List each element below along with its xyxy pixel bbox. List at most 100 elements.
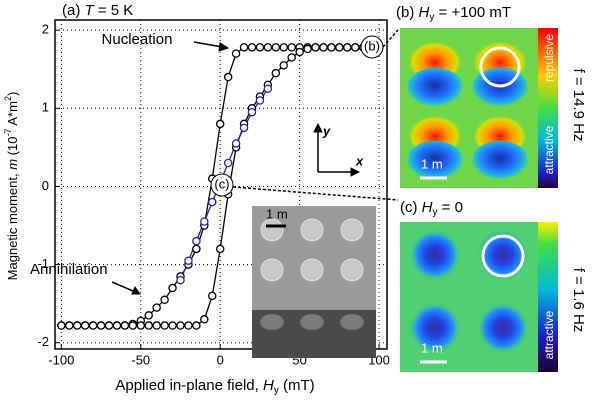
data-point	[271, 43, 281, 52]
data-point	[287, 43, 296, 52]
panel-c-title: (c) Hy = 0	[400, 199, 463, 218]
sub: y	[429, 12, 434, 23]
panel-b-title: (b) Hy = +100 mT	[396, 4, 511, 23]
data-point	[152, 321, 161, 330]
data-point	[88, 321, 98, 330]
y-tick-label: 2	[42, 22, 49, 37]
data-point	[247, 43, 257, 52]
data-point	[295, 47, 304, 57]
var: H	[419, 4, 430, 21]
data-point	[263, 84, 273, 94]
data-point	[231, 139, 241, 148]
y-axis-label: Magnetic moment, m (10-7 A*m2)	[3, 92, 20, 281]
data-point	[104, 321, 114, 330]
unit: (10	[5, 137, 20, 159]
unit: (mT)	[279, 377, 315, 394]
data-point	[255, 96, 265, 105]
data-point	[72, 321, 82, 330]
sub: y	[274, 385, 279, 396]
var: H	[263, 377, 274, 394]
data-point	[223, 72, 233, 82]
annotation: (c)	[214, 176, 229, 191]
data-point	[343, 43, 352, 52]
data-point	[144, 311, 153, 320]
data-point	[287, 53, 296, 62]
data-point	[208, 197, 217, 207]
data-point	[160, 295, 169, 305]
x-tick-label: -50	[131, 352, 150, 367]
var: T	[85, 2, 96, 19]
data-point	[319, 43, 328, 52]
data-point	[231, 49, 241, 58]
var: H	[422, 199, 433, 216]
annotation: Annihilation	[30, 261, 108, 278]
data-point	[96, 321, 106, 330]
annotation: (b)	[364, 38, 380, 53]
text: Applied in-plane field,	[115, 377, 258, 394]
data-point	[279, 61, 288, 70]
data-point	[200, 217, 209, 226]
data-point	[239, 123, 249, 133]
x-tick-label: 0	[217, 352, 224, 367]
data-point	[112, 321, 122, 330]
mfm-b: 1 m repulsive attractive (b) Hy = +100 m…	[396, 4, 587, 188]
panel-a-title: (a) T = 5 K	[62, 2, 133, 19]
bar-label: attractive	[542, 125, 556, 174]
y-tick-label: -2	[37, 334, 49, 349]
data-point	[335, 43, 344, 52]
data-point	[192, 244, 201, 254]
label: (c)	[400, 199, 418, 216]
unit: )	[5, 92, 20, 96]
annotations	[111, 29, 399, 295]
data-point	[279, 43, 288, 52]
data-point	[80, 321, 90, 330]
data-point	[239, 43, 249, 52]
data-point	[168, 321, 177, 330]
text: Magnetic moment,	[5, 170, 20, 281]
bar-label: repulsive	[542, 34, 556, 82]
exp: 2	[3, 96, 13, 101]
data-point	[128, 321, 138, 330]
scale-c: 1 m	[421, 340, 443, 355]
data-point	[247, 107, 257, 117]
x-tick-label: -100	[48, 352, 74, 367]
var: m	[5, 159, 20, 170]
plot-frame	[54, 19, 388, 350]
data-point	[152, 303, 161, 312]
scale-b: 1 m	[421, 156, 443, 171]
value: = 0	[438, 199, 463, 216]
data-point	[184, 256, 193, 265]
annotation: Nucleation	[102, 31, 173, 48]
data-point	[208, 291, 217, 301]
data-point	[192, 321, 201, 330]
value: = 5 K	[94, 2, 134, 19]
y-tick-label: 0	[42, 178, 49, 193]
data-point	[144, 321, 153, 330]
data-point	[136, 321, 146, 330]
data-point	[311, 43, 320, 52]
data-point	[215, 119, 225, 129]
axis-label: y	[322, 123, 331, 138]
y-tick-label: 1	[42, 100, 49, 115]
data-point	[120, 321, 130, 330]
data-point	[350, 43, 360, 52]
data-point	[184, 321, 193, 330]
data-point	[215, 244, 225, 254]
data-point	[327, 43, 336, 52]
mfm-c: 1 m attractive (c) Hy = 0 f = 1.6 Hz	[400, 199, 587, 372]
data-point	[223, 158, 233, 168]
sem-inset: 1 m	[252, 206, 376, 358]
x-axis-label: Applied in-plane field, Hy (mT)	[115, 377, 314, 396]
data-point	[57, 321, 66, 330]
y-tick-label: -1	[37, 256, 49, 271]
sub: y	[433, 207, 438, 218]
label: (a)	[62, 2, 80, 19]
data-point	[271, 68, 281, 78]
data-point	[200, 315, 209, 324]
data-point	[176, 321, 185, 330]
freq: f = 14.9 Hz	[570, 69, 587, 142]
data-point	[65, 321, 74, 330]
exp: -7	[3, 129, 13, 137]
bar-label: attractive	[542, 310, 556, 359]
